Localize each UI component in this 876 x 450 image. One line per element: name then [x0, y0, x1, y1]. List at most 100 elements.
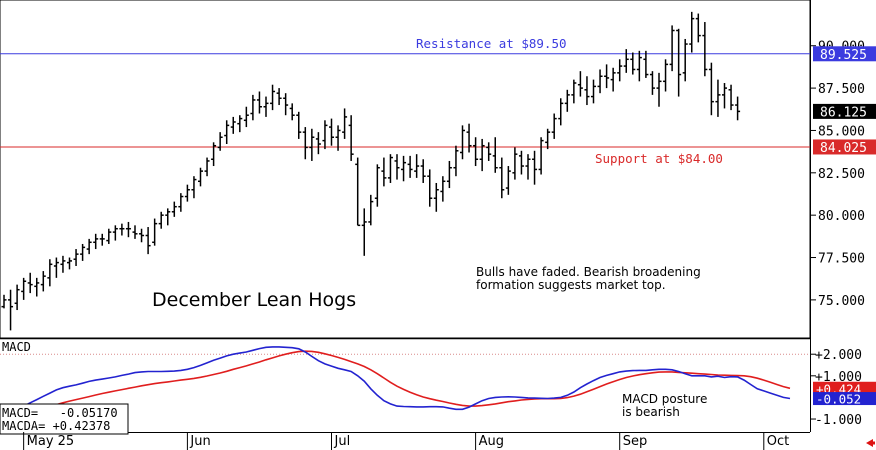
ohlc-bar [564, 89, 570, 112]
ohlc-bar [617, 59, 623, 82]
ohlc-bar [309, 128, 315, 161]
ohlc-bar [73, 249, 79, 266]
ohlc-bar [427, 169, 433, 207]
ohlc-bars [1, 11, 741, 331]
ohlc-bar [21, 277, 27, 300]
ohlc-bar [276, 88, 282, 106]
ohlc-bar [106, 228, 112, 244]
ohlc-bar [165, 208, 171, 226]
ohlc-bar [551, 113, 557, 139]
ohlc-bar [283, 93, 289, 116]
ohlc-bar [237, 115, 243, 133]
support-annotation: Support at $84.00 [595, 151, 723, 166]
ohlc-bar [86, 238, 92, 255]
ohlc-bar [492, 137, 498, 173]
ohlc-bar [518, 150, 524, 175]
date-tick-label: Aug [479, 434, 504, 449]
ohlc-bar [270, 84, 276, 111]
ohlc-bar [610, 67, 616, 92]
macd-annotation-line-2: is bearish [622, 405, 680, 419]
ohlc-bar [14, 284, 20, 311]
ohlc-bar [112, 225, 118, 241]
ohlc-bar [139, 228, 145, 243]
ohlc-bar [722, 83, 727, 109]
ohlc-bar [584, 76, 590, 106]
ohlc-bar [604, 64, 610, 89]
resistance-annotation: Resistance at $89.50 [416, 36, 567, 51]
last-price-label: 86.125 [813, 103, 876, 120]
ohlc-bar [243, 106, 249, 128]
date-axis: May 25 Jun Jul Aug Sep Oct [23, 432, 789, 450]
ohlc-bar [394, 154, 400, 180]
support-price-label: 84.025 [813, 139, 876, 156]
ohlc-bar [315, 132, 321, 155]
ohlc-bar [93, 233, 99, 250]
date-tick-label: Oct [767, 434, 789, 449]
date-tick-label: Sep [623, 434, 648, 449]
ohlc-bar [735, 96, 741, 121]
ohlc-bar [473, 137, 479, 167]
ohlc-bar [414, 154, 420, 178]
ohlc-bar [663, 59, 669, 92]
ohlc-bar [34, 277, 40, 297]
ohlc-bar [53, 257, 59, 278]
price-panel-frame [0, 0, 811, 339]
date-tick-label: Jul [334, 434, 351, 449]
ohlc-bar [728, 84, 734, 111]
price-tick-label: 75.000 [818, 294, 865, 309]
ohlc-bar [558, 98, 564, 126]
ohlc-bar [152, 218, 158, 246]
ohlc-bar [322, 120, 328, 150]
ohlc-bar [40, 271, 46, 292]
ohlc-bar [296, 111, 302, 139]
ohlc-bar [387, 154, 393, 183]
ohlc-bar [708, 62, 714, 116]
macda-legend-value: MACDA= +0.42378 [2, 419, 110, 433]
ohlc-bar [656, 72, 662, 107]
ohlc-bar [460, 125, 465, 160]
ohlc-bar [479, 138, 485, 172]
macd-line [3, 346, 791, 418]
ohlc-bar [453, 145, 459, 177]
scroll-left-arrow-icon[interactable] [866, 439, 875, 447]
ohlc-bar [224, 120, 230, 145]
svg-text:-0.052: -0.052 [816, 392, 861, 407]
ohlc-bar [368, 194, 374, 226]
ohlc-bar [125, 221, 131, 238]
ohlc-bar [158, 211, 164, 229]
ohlc-bar [1, 294, 7, 309]
ohlc-bar [505, 166, 511, 195]
ohlc-bar [669, 25, 675, 72]
ohlc-bar [374, 164, 380, 207]
chart-title: December Lean Hogs [152, 289, 356, 311]
date-tick-label: Jun [189, 434, 210, 449]
ohlc-bar [119, 223, 125, 236]
macd-tick-label: -1.000 [815, 413, 862, 428]
ohlc-bar [466, 123, 472, 153]
ohlc-bar [250, 94, 256, 121]
ohlc-bar [407, 155, 413, 178]
ohlc-bar [204, 157, 210, 177]
macd-panel-title: MACD [2, 340, 31, 354]
ohlc-bar [591, 79, 596, 104]
ohlc-bar [525, 154, 531, 180]
ohlc-bar [67, 257, 72, 270]
macda-signal-line [3, 350, 791, 420]
ohlc-bar [211, 142, 217, 167]
ohlc-bar [643, 50, 649, 78]
date-tick-label: May 25 [27, 434, 75, 449]
ohlc-bar [178, 193, 184, 212]
price-tick-label: 82.500 [818, 167, 865, 182]
ohlc-bar [361, 208, 367, 256]
ohlc-bar [597, 69, 603, 94]
ohlc-bar [499, 157, 505, 199]
ohlc-bar [433, 182, 439, 212]
ohlc-bar [230, 116, 236, 134]
price-tick-label: 85.000 [818, 124, 865, 139]
macd-tick-label: +1.000 [815, 370, 862, 385]
ohlc-bar [47, 259, 53, 287]
ohlc-bar [545, 128, 551, 150]
ohlc-bar [538, 137, 544, 175]
ohlc-bar [355, 157, 361, 227]
ohlc-bar [184, 184, 190, 202]
